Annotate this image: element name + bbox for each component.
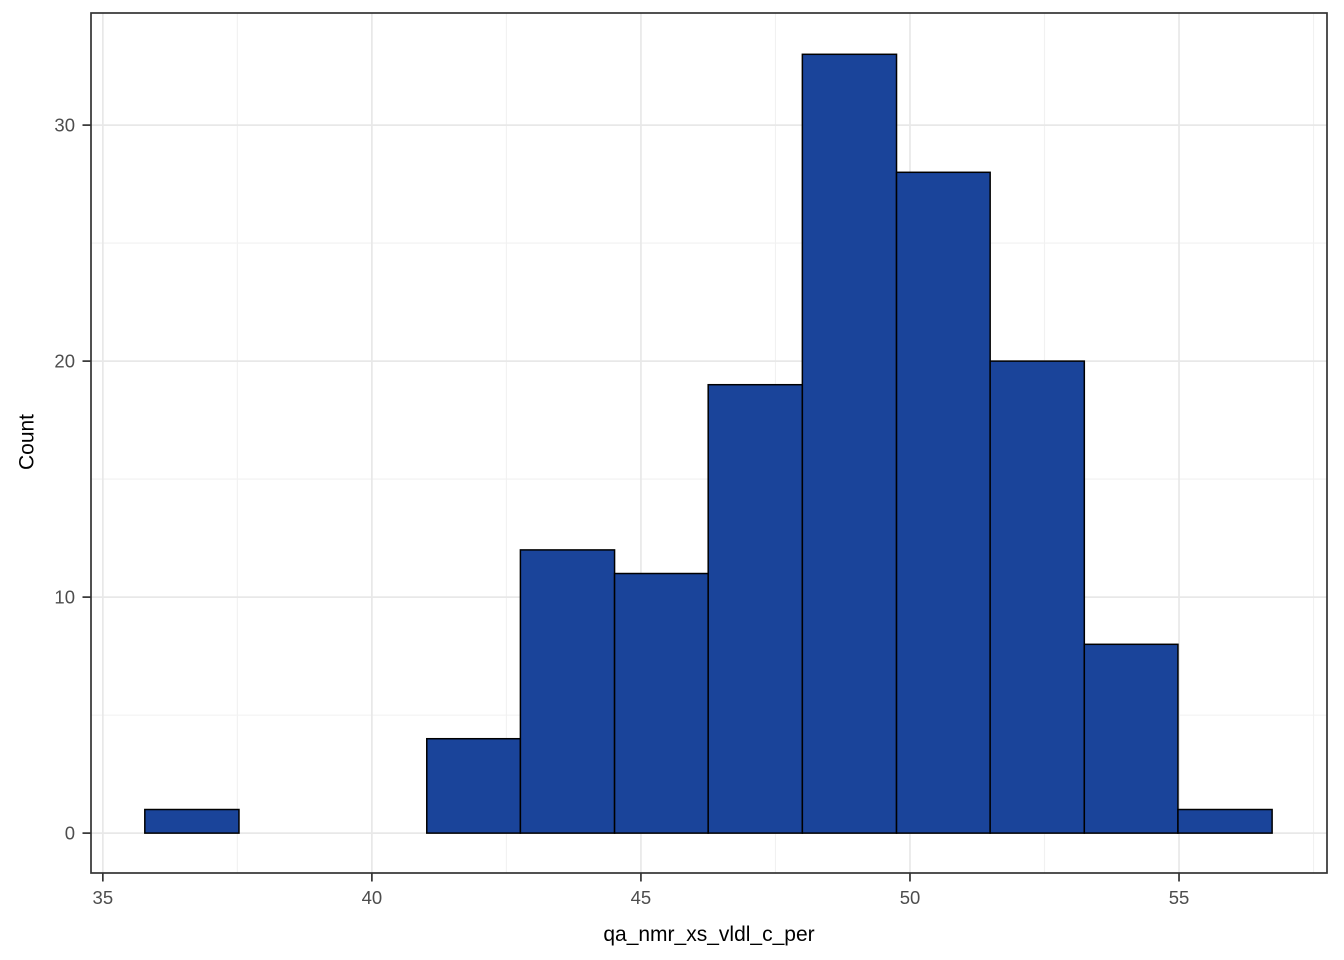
histogram-bar [519,549,616,834]
y-axis-title: Count [15,413,39,471]
histogram-bar [989,360,1086,834]
x-tick-label: 40 [362,887,383,908]
panel-border [90,12,1328,874]
x-tick-label: 50 [900,887,921,908]
histogram-bar [895,171,991,834]
y-tick-label: 30 [54,115,75,136]
x-axis-title: qa_nmr_xs_vldl_c_per [603,923,815,946]
histogram-bar [426,737,522,834]
histogram-bar [707,383,804,834]
histogram-bar [613,572,709,834]
histogram-bar [1177,808,1273,834]
histogram-bar [1083,643,1179,834]
histogram-bar [801,53,898,834]
x-tick-label: 45 [631,887,652,908]
y-tick-label: 20 [54,351,75,372]
x-tick-label: 35 [93,887,114,908]
x-tick-label: 55 [1169,887,1190,908]
histogram-bars [144,53,1273,834]
y-tick-label: 0 [65,823,75,844]
y-tick-label: 10 [54,587,75,608]
axis-ticks [82,124,1180,882]
histogram-bar [144,808,240,834]
